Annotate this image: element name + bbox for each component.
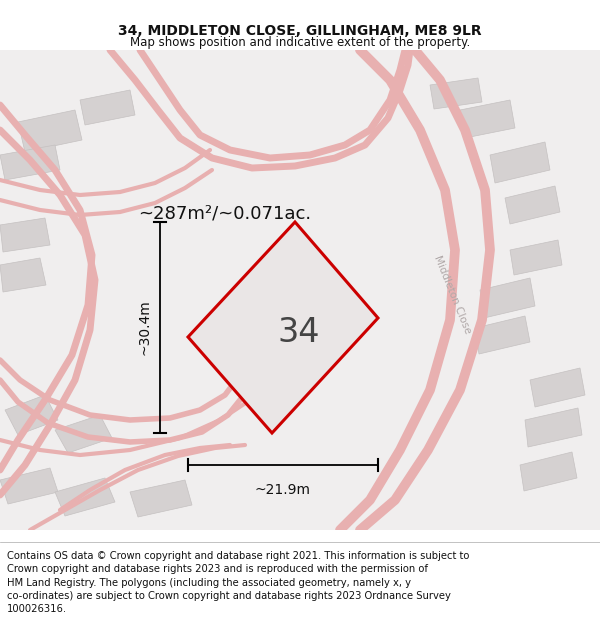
Polygon shape bbox=[5, 395, 58, 435]
Polygon shape bbox=[530, 368, 585, 407]
Polygon shape bbox=[475, 316, 530, 354]
Polygon shape bbox=[0, 468, 58, 504]
Text: Map shows position and indicative extent of the property.: Map shows position and indicative extent… bbox=[130, 36, 470, 49]
Polygon shape bbox=[55, 415, 112, 453]
Polygon shape bbox=[525, 408, 582, 447]
Text: ~21.9m: ~21.9m bbox=[255, 483, 311, 497]
Polygon shape bbox=[18, 110, 82, 152]
Polygon shape bbox=[460, 100, 515, 138]
Polygon shape bbox=[0, 258, 46, 292]
Polygon shape bbox=[505, 186, 560, 224]
Text: ~30.4m: ~30.4m bbox=[137, 299, 151, 356]
Polygon shape bbox=[55, 478, 115, 516]
Polygon shape bbox=[430, 78, 482, 109]
Text: 34: 34 bbox=[277, 316, 320, 349]
Polygon shape bbox=[510, 240, 562, 275]
Polygon shape bbox=[188, 222, 378, 433]
Text: Middleton Close: Middleton Close bbox=[432, 254, 472, 336]
Polygon shape bbox=[0, 145, 60, 180]
Polygon shape bbox=[80, 90, 135, 125]
Text: ~287m²/~0.071ac.: ~287m²/~0.071ac. bbox=[138, 205, 311, 223]
Polygon shape bbox=[520, 452, 577, 491]
Polygon shape bbox=[490, 142, 550, 183]
Text: Contains OS data © Crown copyright and database right 2021. This information is : Contains OS data © Crown copyright and d… bbox=[7, 551, 470, 614]
Polygon shape bbox=[0, 218, 50, 252]
Polygon shape bbox=[130, 480, 192, 517]
Polygon shape bbox=[480, 278, 535, 318]
Text: 34, MIDDLETON CLOSE, GILLINGHAM, ME8 9LR: 34, MIDDLETON CLOSE, GILLINGHAM, ME8 9LR bbox=[118, 24, 482, 38]
